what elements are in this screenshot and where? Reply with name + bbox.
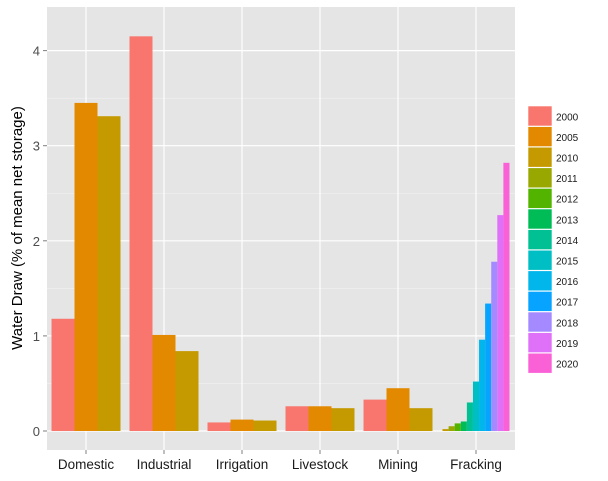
legend-label-2015: 2015: [556, 257, 579, 268]
bar-livestock-2000: [285, 406, 309, 431]
x-tick-label: Irrigation: [216, 457, 269, 472]
axis-layer: 0 1 2 3 4 Domestic Industrial Irrigation Livesto…: [33, 44, 502, 472]
legend-key-2012: [527, 188, 553, 209]
legend-key-2018: [527, 311, 553, 333]
bar-industrial-2010: [175, 351, 199, 431]
legend-key-2015: [527, 249, 553, 271]
legend-label-2013: 2013: [556, 215, 579, 226]
legend-key-2010: [527, 146, 553, 168]
bar-fracking-2015: [472, 381, 480, 431]
x-tick-label: Mining: [378, 457, 418, 472]
bar-industrial-2005: [152, 334, 176, 431]
y-tick-label: 3: [33, 139, 40, 154]
legend-label-2018: 2018: [556, 318, 579, 329]
plot-panel: [47, 7, 515, 450]
y-axis-label: Water Draw (% of mean net storage): [9, 106, 26, 350]
bar-fracking-2020: [503, 162, 510, 431]
legend-label-2011: 2011: [556, 174, 578, 185]
legend: 2000 2005 2010 2011 2012 2013 2014 2015 2016 2017…: [527, 105, 579, 374]
y-tick-label: 1: [33, 329, 40, 344]
legend-key-2020: [527, 352, 553, 374]
legend-key-2016: [527, 270, 553, 292]
bar-fracking-2013: [460, 421, 467, 431]
bar-irrigation-2010: [253, 420, 277, 431]
bar-fracking-2014: [466, 402, 473, 431]
bar-fracking-2018: [491, 261, 498, 431]
legend-label-2016: 2016: [556, 277, 579, 288]
bar-fracking-2019: [497, 215, 504, 431]
x-tick-label: Livestock: [292, 457, 349, 472]
bar-livestock-2005: [308, 406, 332, 431]
bar-layer: [51, 36, 510, 432]
y-tick-label: 0: [33, 424, 40, 439]
legend-key-2000: [527, 105, 553, 127]
legend-label-2005: 2005: [556, 133, 579, 144]
bar-irrigation-2000: [207, 422, 231, 431]
y-tick-label: 4: [33, 44, 40, 59]
bar-fracking-2011: [448, 426, 455, 431]
legend-key-2014: [527, 229, 553, 250]
legend-label-2020: 2020: [556, 360, 579, 371]
legend-key-2005: [527, 126, 553, 147]
bar-mining-2000: [363, 399, 387, 431]
bar-fracking-2016: [479, 339, 486, 431]
legend-key-2019: [527, 332, 553, 353]
bar-fracking-2010: [442, 429, 449, 431]
legend-key-2017: [527, 291, 553, 312]
bar-livestock-2010: [331, 408, 355, 431]
y-tick-label: 2: [33, 234, 40, 249]
legend-label-2000: 2000: [556, 112, 579, 123]
bar-mining-2005: [386, 388, 410, 431]
legend-label-2012: 2012: [556, 195, 579, 206]
bar-irrigation-2005: [230, 419, 254, 431]
bar-fracking-2012: [454, 423, 461, 431]
bar-fracking-2017: [485, 303, 492, 431]
bar-industrial-2000: [129, 36, 153, 432]
bar-domestic-2010: [97, 116, 121, 432]
legend-key-2011: [527, 167, 553, 189]
bar-domestic-2005: [74, 102, 98, 431]
x-tick-label: Domestic: [58, 457, 115, 472]
legend-label-2010: 2010: [556, 154, 579, 165]
x-tick-label: Industrial: [137, 457, 192, 472]
legend-label-2017: 2017: [556, 298, 579, 309]
bar-mining-2010: [409, 408, 433, 431]
legend-label-2014: 2014: [556, 236, 579, 247]
legend-key-2013: [527, 208, 553, 230]
bar-domestic-2000: [51, 318, 75, 431]
legend-label-2019: 2019: [556, 339, 579, 350]
x-tick-label: Fracking: [450, 457, 502, 472]
